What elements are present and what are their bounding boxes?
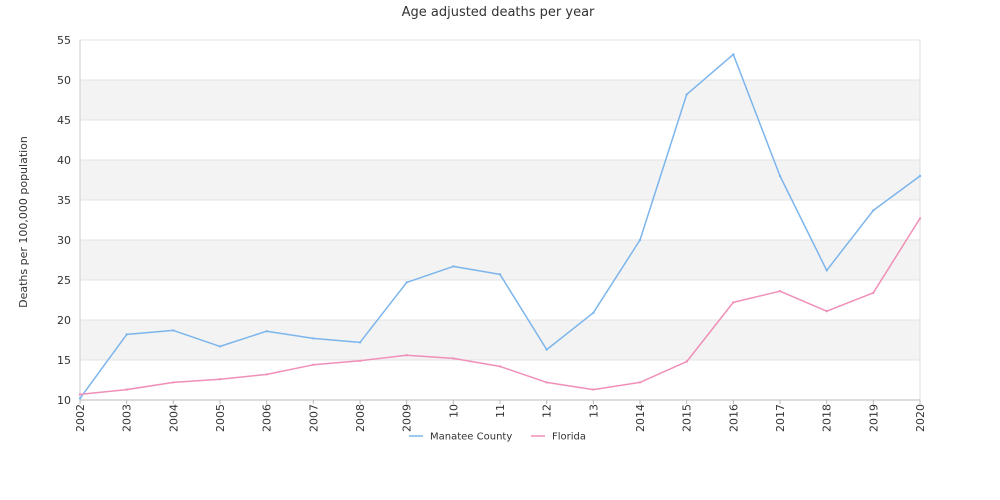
data-point[interactable] [685,360,688,363]
data-point[interactable] [498,273,502,276]
x-tick-label: 2002 [74,404,87,432]
data-point[interactable] [312,363,315,366]
x-tick-label: 2014 [634,404,647,432]
grid-band [80,80,920,120]
y-tick-label: 50 [57,74,71,87]
data-point[interactable] [405,281,408,284]
data-point[interactable] [498,365,502,368]
grid-band [80,160,920,200]
data-point[interactable] [732,301,735,304]
grid-band [80,320,920,360]
y-tick-label: 30 [57,234,71,247]
data-point[interactable] [405,354,408,357]
axes [79,40,921,404]
x-tick-label: 11 [494,404,507,418]
y-tick-label: 20 [57,314,71,327]
x-tick-label: 2008 [354,404,367,432]
data-point[interactable] [685,93,688,96]
y-tick-label: 10 [57,394,71,407]
data-point[interactable] [825,310,828,313]
y-tick-label: 55 [57,34,71,47]
legend-label: Manatee County [430,432,512,443]
legend-label: Florida [552,432,586,443]
legend-item[interactable]: Florida [531,432,586,443]
data-point[interactable] [172,329,175,332]
x-tick-label: 2003 [121,404,134,432]
y-tick-label: 35 [57,194,71,207]
data-point[interactable] [732,53,735,56]
data-point[interactable] [825,269,828,272]
data-point[interactable] [265,330,268,333]
x-tick-label: 2020 [914,404,927,432]
x-tick-label: 2005 [214,404,227,432]
data-point[interactable] [778,174,782,178]
x-tick-label: 2019 [867,404,880,432]
chart-title: Age adjusted deaths per year [402,5,595,20]
data-point[interactable] [452,265,455,268]
data-point[interactable] [358,341,362,344]
y-tick-labels: 10 15 20 25 30 35 40 45 50 55 [57,34,71,407]
x-tick-label: 10 [447,404,460,418]
x-tick-label: 2007 [307,404,320,432]
data-point[interactable] [778,290,782,293]
x-tick-label: 2017 [774,404,787,432]
data-point[interactable] [872,209,875,212]
data-point[interactable] [452,357,455,360]
data-point[interactable] [78,397,82,400]
data-point[interactable] [265,373,268,376]
x-tick-label: 13 [587,404,600,418]
y-tick-label: 15 [57,354,71,367]
x-tick-label: 12 [541,404,554,418]
data-point[interactable] [218,345,222,348]
data-point[interactable] [358,359,362,362]
data-point[interactable] [125,333,128,336]
data-point[interactable] [592,311,595,314]
y-tick-label: 45 [57,114,71,127]
x-tick-label: 2006 [261,404,274,432]
data-point[interactable] [78,393,82,396]
gridlines [80,39,920,401]
y-axis-label: Deaths per 100,000 population [17,136,30,308]
x-tick-label: 2018 [821,404,834,432]
data-point[interactable] [872,291,875,294]
data-point[interactable] [638,238,642,242]
legend: Manatee County Florida [409,432,586,443]
y-tick-label: 40 [57,154,71,167]
x-tick-label: 2009 [401,404,414,432]
data-point[interactable] [125,388,128,391]
data-point[interactable] [312,337,315,340]
grid-bands [80,80,920,360]
legend-item[interactable]: Manatee County [409,432,512,443]
data-point[interactable] [545,381,548,384]
x-tick-label: 2004 [167,404,180,432]
data-point[interactable] [592,388,595,391]
y-tick-label: 25 [57,274,71,287]
data-point[interactable] [172,381,175,384]
x-tick-label: 2016 [727,404,740,432]
data-point[interactable] [545,348,548,351]
data-point[interactable] [918,217,922,220]
data-point[interactable] [218,378,222,381]
data-point[interactable] [918,174,922,178]
series-lines [78,53,922,400]
x-tick-label: 2015 [681,404,694,432]
x-tick-labels: 2002 2003 2004 2005 2006 2007 2008 2009 10 11 12 13… [74,404,927,432]
data-point[interactable] [638,381,642,384]
